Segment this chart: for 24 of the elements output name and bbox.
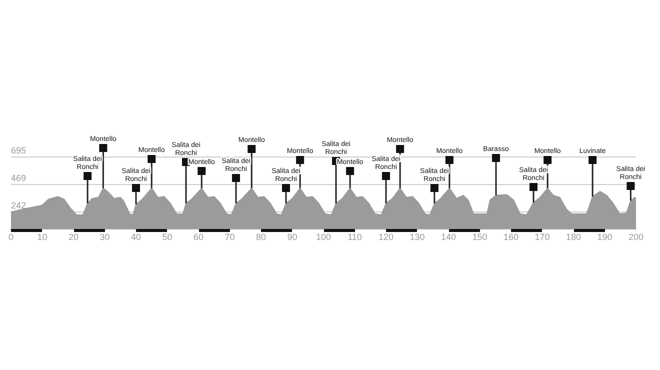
x-tick-label: 30	[100, 232, 110, 242]
x-tick-label: 40	[130, 232, 142, 242]
x-tick-label: 190	[597, 232, 612, 242]
x-tick-label: 140	[440, 232, 456, 242]
x-tick-label: 20	[68, 232, 79, 242]
x-tick-label: 130	[410, 232, 425, 242]
y-tick-label: 469	[11, 172, 26, 183]
x-tick-label: 10	[37, 232, 48, 242]
x-tick-label: 110	[348, 232, 362, 242]
x-tick-label: 100	[316, 232, 332, 242]
y-tick-label: 695	[11, 145, 26, 156]
x-tick-label: 150	[472, 232, 488, 242]
x-tick-label: 180	[566, 232, 582, 242]
x-tick-label: 0	[8, 232, 14, 242]
x-tick-label: 70	[224, 232, 235, 242]
x-tick-label: 200	[628, 232, 644, 242]
x-tick-label: 50	[162, 232, 172, 242]
y-tick-label: 242	[11, 200, 26, 210]
x-tick-label: 170	[534, 232, 550, 242]
x-tick-label: 160	[503, 232, 519, 242]
x-tick-label: 90	[287, 232, 298, 242]
x-tick-label: 80	[256, 232, 266, 242]
x-tick-label: 120	[378, 232, 394, 242]
x-tick-label: 60	[193, 232, 204, 242]
